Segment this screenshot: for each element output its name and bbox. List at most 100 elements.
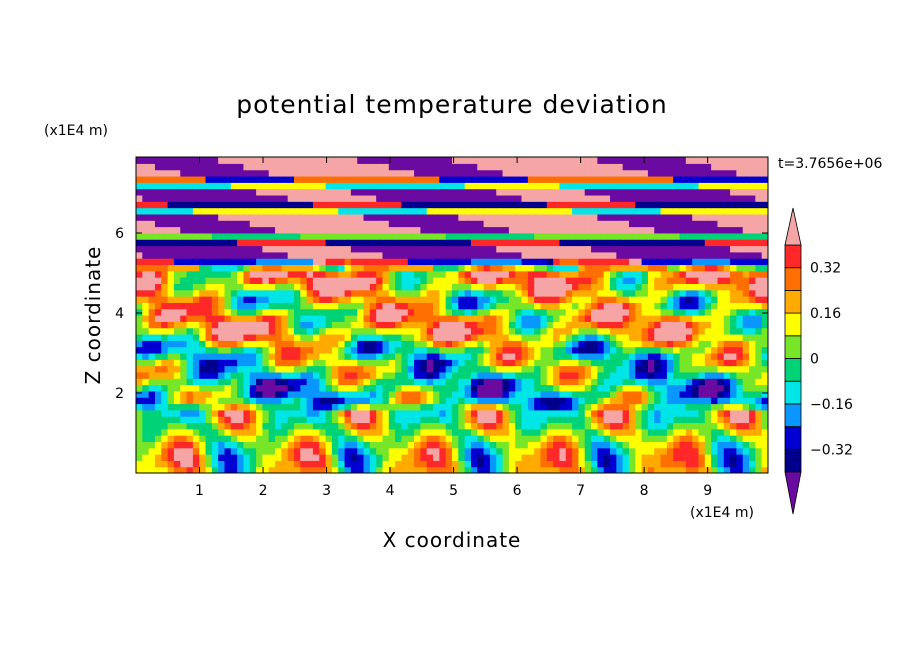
field-cell	[426, 378, 434, 386]
field-cell	[685, 416, 693, 424]
field-cell	[628, 333, 636, 341]
field-cell	[230, 403, 238, 411]
field-cell	[704, 251, 712, 259]
field-cell	[761, 466, 768, 473]
field-cell	[597, 333, 605, 341]
field-cell	[458, 384, 466, 392]
field-cell	[527, 346, 535, 354]
field-cell	[736, 277, 744, 284]
field-cell	[559, 321, 567, 329]
field-cell	[401, 277, 409, 284]
field-cell	[161, 175, 169, 183]
field-cell	[692, 163, 700, 171]
field-cell	[249, 447, 257, 455]
field-cell	[237, 270, 245, 278]
field-cell	[243, 416, 251, 424]
field-cell	[730, 270, 737, 278]
field-cell	[470, 169, 478, 177]
field-cell	[142, 435, 150, 442]
field-cell	[742, 441, 750, 449]
field-cell	[692, 194, 700, 202]
field-cell	[521, 220, 529, 228]
field-cell	[591, 258, 598, 266]
field-cell	[395, 213, 403, 221]
field-cell	[445, 226, 453, 234]
field-cell	[755, 333, 763, 341]
field-cell	[591, 289, 598, 297]
field-cell	[420, 346, 428, 354]
field-cell	[287, 207, 295, 215]
field-cell	[527, 447, 535, 455]
field-cell	[736, 201, 744, 209]
field-cell	[287, 460, 295, 468]
field-cell	[641, 175, 649, 183]
field-cell	[306, 435, 314, 442]
field-cell	[603, 422, 611, 430]
field-cell	[622, 371, 630, 379]
field-cell	[256, 346, 263, 354]
field-cell	[635, 390, 643, 398]
field-cell	[704, 447, 712, 455]
field-cell	[723, 466, 731, 473]
field-cell	[199, 308, 207, 316]
field-cell	[180, 308, 188, 316]
field-cell	[439, 194, 447, 202]
field-cell	[281, 194, 289, 202]
field-cell	[521, 422, 529, 430]
field-cell	[224, 277, 232, 284]
field-cell	[452, 296, 459, 303]
field-cell	[237, 232, 245, 240]
field-cell	[736, 321, 744, 329]
field-cell	[262, 201, 270, 209]
field-cell	[401, 365, 409, 373]
field-cell	[211, 232, 219, 240]
field-cell	[559, 365, 567, 373]
field-cell	[357, 302, 365, 310]
field-cell	[692, 327, 700, 335]
field-cell	[666, 352, 674, 360]
field-cell	[439, 296, 447, 303]
field-cell	[464, 207, 472, 215]
field-cell	[331, 390, 339, 398]
field-cell	[331, 321, 339, 329]
field-cell	[584, 258, 592, 266]
field-cell	[464, 289, 472, 297]
field-cell	[616, 460, 624, 468]
field-cell	[553, 251, 561, 259]
field-cell	[584, 365, 592, 373]
field-cell	[755, 454, 763, 461]
field-cell	[243, 226, 251, 234]
field-cell	[508, 302, 516, 310]
field-cell	[256, 397, 263, 405]
field-cell	[262, 188, 270, 196]
field-cell	[761, 251, 768, 259]
field-cell	[433, 308, 440, 316]
field-cell	[565, 371, 573, 379]
field-cell	[527, 175, 535, 183]
field-cell	[704, 182, 712, 190]
field-cell	[717, 315, 725, 322]
field-cell	[515, 232, 523, 240]
field-cell	[723, 378, 731, 386]
field-cell	[199, 390, 207, 398]
field-cell	[249, 403, 257, 411]
field-cell	[369, 289, 377, 297]
field-cell	[553, 409, 561, 417]
field-cell	[717, 201, 725, 209]
field-cell	[496, 169, 504, 177]
field-cell	[515, 289, 523, 297]
field-cell	[401, 258, 409, 266]
field-cell	[325, 333, 333, 341]
field-cell	[173, 333, 181, 341]
field-cell	[704, 207, 712, 215]
field-cell	[331, 409, 339, 417]
field-cell	[685, 220, 693, 228]
field-cell	[243, 169, 251, 177]
field-cell	[407, 264, 415, 272]
field-cell	[553, 207, 561, 215]
field-cell	[749, 220, 756, 228]
field-cell	[357, 346, 365, 354]
field-cell	[199, 447, 207, 455]
field-cell	[445, 302, 453, 310]
field-cell	[363, 182, 371, 190]
